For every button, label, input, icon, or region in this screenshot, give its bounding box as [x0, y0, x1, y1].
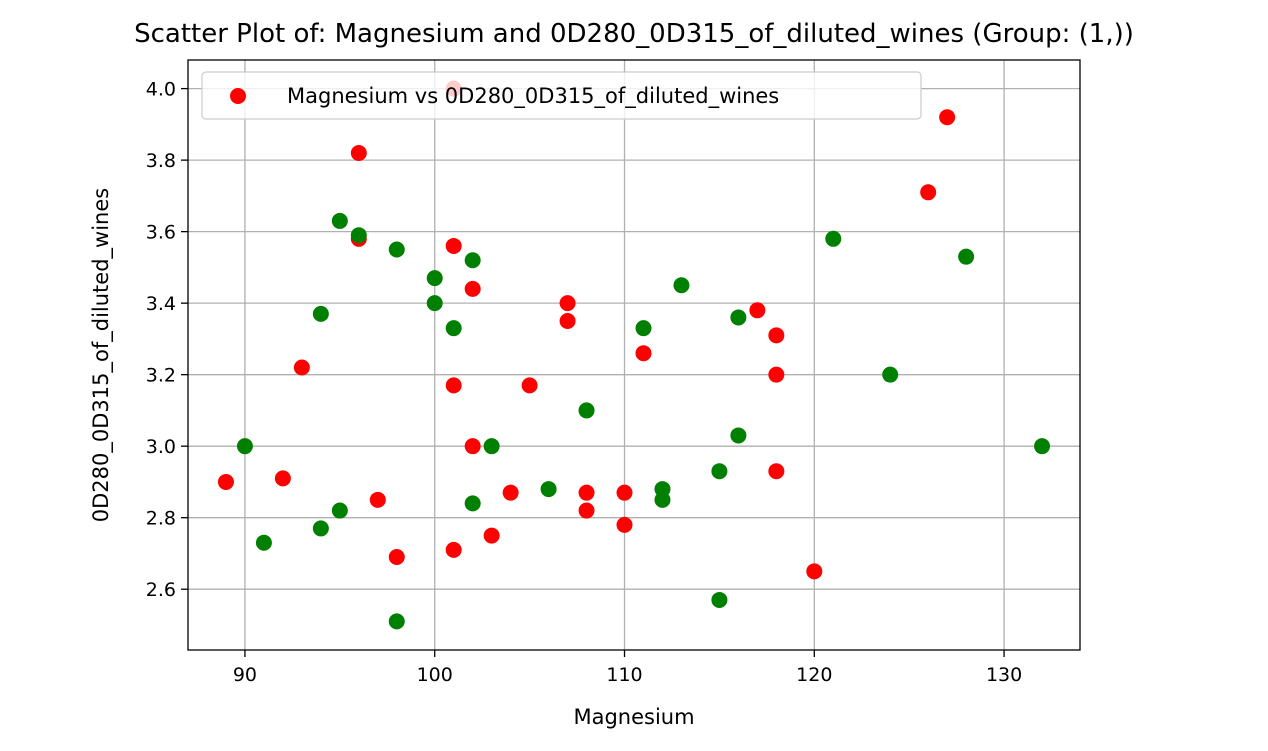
data-point-green	[654, 491, 671, 508]
y-tick-label: 3.4	[146, 293, 176, 315]
data-point-red	[559, 295, 576, 312]
y-tick-label: 3.6	[146, 222, 176, 244]
data-point-green	[540, 481, 557, 498]
y-axis-label: 0D280_0D315_of_diluted_wines	[89, 188, 114, 522]
chart-title: Scatter Plot of: Magnesium and 0D280_0D3…	[134, 19, 1134, 49]
data-point-red	[217, 473, 234, 490]
data-point-red	[768, 463, 785, 480]
x-axis-label: Magnesium	[573, 705, 694, 729]
data-point-red	[464, 438, 481, 455]
data-point-green	[730, 427, 747, 444]
data-point-green	[825, 230, 842, 247]
data-point-green	[711, 463, 728, 480]
y-tick-label: 3.0	[146, 436, 176, 458]
data-point-red	[806, 563, 823, 580]
data-point-green	[483, 438, 500, 455]
data-point-red	[445, 541, 462, 558]
data-point-red	[483, 527, 500, 544]
data-point-green	[388, 613, 405, 630]
grid	[188, 60, 1080, 650]
x-tick-label: 90	[233, 664, 257, 686]
data-point-red	[616, 516, 633, 533]
legend: Magnesium vs 0D280_0D315_of_diluted_wine…	[201, 71, 922, 120]
legend-marker	[230, 88, 246, 104]
data-point-green	[426, 295, 443, 312]
data-point-red	[920, 184, 937, 201]
data-point-green	[730, 309, 747, 326]
y-tick-label: 2.8	[146, 508, 176, 530]
data-point-green	[331, 212, 348, 229]
data-point-green	[388, 241, 405, 258]
data-point-green	[578, 402, 595, 419]
data-point-red	[521, 377, 538, 394]
y-tick-label: 3.2	[146, 365, 176, 387]
data-point-red	[578, 484, 595, 501]
axis-ticks: 90 100 110 120 130 2.6 2.8 3.0 3.2 3.4 3.6 3.8 4.0	[146, 79, 1022, 686]
data-point-red	[749, 302, 766, 319]
data-point-red	[369, 491, 386, 508]
data-point-red	[445, 377, 462, 394]
plot-frame	[187, 59, 1081, 651]
data-point-red	[559, 313, 576, 330]
data-point-green	[236, 438, 253, 455]
data-point-red	[502, 484, 519, 501]
x-tick-label: 120	[796, 664, 832, 686]
data-point-red	[578, 502, 595, 519]
data-point-red	[768, 366, 785, 383]
data-point-green	[426, 270, 443, 287]
data-point-green	[312, 520, 329, 537]
legend-label: Magnesium vs 0D280_0D315_of_diluted_wine…	[287, 84, 779, 109]
y-tick-label: 4.0	[146, 79, 176, 101]
data-point-green	[312, 305, 329, 322]
data-point-green	[464, 252, 481, 269]
data-point-green	[711, 591, 728, 608]
data-point-red	[939, 109, 956, 126]
data-point-green	[1034, 438, 1051, 455]
data-point-green	[958, 248, 975, 265]
data-point-red	[445, 237, 462, 254]
data-point-red	[616, 484, 633, 501]
data-point-red	[635, 345, 652, 362]
x-tick-label: 130	[986, 664, 1022, 686]
y-tick-label: 2.6	[146, 579, 176, 601]
data-point-green	[350, 227, 367, 244]
x-tick-label: 110	[606, 664, 642, 686]
data-point-green	[255, 534, 272, 551]
data-point-red	[768, 327, 785, 344]
data-point-green	[445, 320, 462, 337]
x-tick-label: 100	[417, 664, 453, 686]
data-point-red	[350, 144, 367, 161]
legend-box	[201, 71, 922, 120]
data-point-green	[673, 277, 690, 294]
data-points	[217, 80, 1051, 630]
data-point-red	[293, 359, 310, 376]
data-point-red	[464, 280, 481, 297]
data-point-green	[331, 502, 348, 519]
data-point-red	[274, 470, 291, 487]
data-point-red	[388, 549, 405, 566]
data-point-green	[882, 366, 899, 383]
data-point-green	[635, 320, 652, 337]
y-tick-label: 3.8	[146, 150, 176, 172]
data-point-green	[464, 495, 481, 512]
